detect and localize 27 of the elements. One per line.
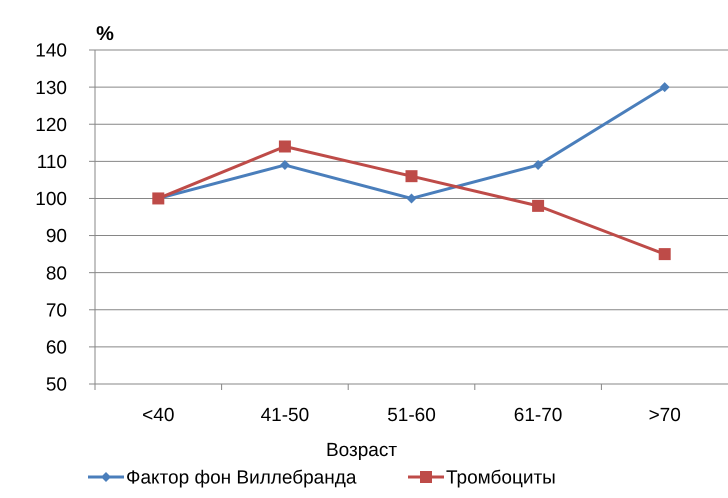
x-tick-label: >70 — [648, 405, 681, 426]
x-tick-label: <40 — [142, 405, 174, 426]
x-tick-label: 51-60 — [387, 405, 436, 426]
legend-label: Фактор фон Виллебранда — [126, 468, 357, 489]
point — [278, 140, 291, 152]
x-tick-label: 41-50 — [260, 405, 310, 426]
y-tick-label: 130 — [35, 78, 67, 99]
y-tick-label: 50 — [46, 374, 67, 396]
y-axis-title: % — [96, 23, 114, 45]
y-tick-label: 140 — [35, 40, 67, 62]
x-tick-label: 61-70 — [514, 405, 562, 426]
point — [660, 82, 670, 92]
y-tick-label: 120 — [35, 114, 67, 136]
y-tick-label: 90 — [46, 226, 67, 248]
point — [406, 193, 416, 204]
y-tick-label: 110 — [36, 152, 67, 173]
y-tick-label: 80 — [46, 263, 67, 284]
x-axis-title: Возраст — [326, 440, 398, 461]
y-tick-label: 70 — [46, 300, 67, 322]
point — [280, 160, 290, 170]
point — [658, 248, 671, 260]
y-tick-label: 100 — [35, 189, 67, 210]
y-tick-label: 60 — [46, 338, 67, 359]
point — [533, 160, 544, 170]
legend-label: Тромбоциты — [446, 468, 556, 489]
point — [532, 200, 544, 212]
point — [406, 170, 418, 182]
